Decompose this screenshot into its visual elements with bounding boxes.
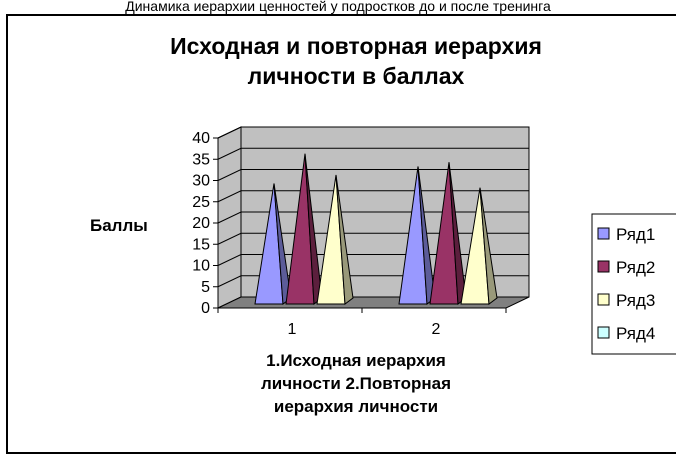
chart-y-tick-label: 35 [192, 151, 210, 168]
chart-x-tick-label: 1 [288, 321, 297, 338]
chart-cone [316, 174, 354, 305]
chart-y-axis-title: Баллы [90, 216, 148, 235]
chart-legend-item: Ряд4 [597, 324, 655, 343]
chart-x-axis-title-line: 1.Исходная иерархия [266, 351, 446, 370]
chart-legend-label: Ряд1 [616, 225, 655, 244]
chart-title-line: личности в баллах [248, 63, 465, 89]
chart-title-line: Исходная и повторная иерархия [170, 33, 542, 59]
chart-legend-item: Ряд1 [597, 225, 655, 244]
chart-cones [254, 153, 498, 305]
chart-legend-label: Ряд4 [616, 324, 655, 343]
chart-y-tick-label: 20 [192, 215, 210, 232]
chart-gridline [217, 147, 529, 160]
chart-x-tick-label: 2 [432, 321, 441, 338]
chart-x-axis-title: 1.Исходная иерархия личности 2.Повторная и… [261, 351, 451, 416]
top-caption: Динамика иерархии ценностей у подростков… [125, 0, 551, 14]
chart-legend-swatch [597, 227, 610, 240]
chart-cone-side [479, 187, 498, 305]
chart-cone [429, 162, 467, 305]
chart-gridline [217, 232, 529, 245]
chart-cone [460, 187, 498, 305]
chart-gridline [217, 254, 529, 266]
chart-legend-item: Ряд2 [597, 258, 655, 277]
chart-legend-swatch [597, 326, 610, 339]
chart-y-tick-label: 10 [192, 258, 210, 275]
chart-y-tick-label: 15 [192, 236, 210, 253]
chart-y-tick-label: 0 [201, 300, 210, 317]
chart-gridline [217, 211, 529, 224]
chart-area: Исходная и повторная иерархия личности в … [6, 14, 676, 454]
chart-legend-swatch [597, 260, 610, 273]
chart-gridline [217, 169, 529, 181]
chart-cone [254, 183, 292, 305]
chart-y-tick-label: 5 [201, 279, 210, 296]
chart-title: Исходная и повторная иерархия личности в … [170, 33, 542, 89]
chart-gridline [217, 126, 529, 139]
chart-svg: Исходная и повторная иерархия личности в … [90, 33, 676, 416]
chart-legend-item: Ряд3 [597, 291, 655, 310]
chart-gridline [217, 190, 529, 203]
chart-legend-swatch [597, 293, 610, 306]
chart-gridlines [217, 126, 529, 288]
chart-gridline [217, 275, 529, 288]
chart-x-axis-title-line: иерархия личности [274, 397, 438, 416]
chart-legend-label: Ряд3 [616, 291, 655, 310]
chart-cone [285, 153, 323, 305]
chart-legend: Ряд1 Ряд2 Ряд3 Ряд4 [591, 213, 676, 355]
chart-legend-label: Ряд2 [616, 258, 655, 277]
chart-y-axis: 0 5 10 15 20 25 30 35 40 [192, 130, 219, 317]
chart-cone [398, 166, 436, 305]
chart-x-axis-title-line: личности 2.Повторная [261, 374, 451, 393]
chart-y-tick-label: 30 [192, 173, 210, 190]
chart-y-tick-label: 25 [192, 194, 210, 211]
chart-y-axis-title-text: Баллы [90, 216, 148, 235]
chart-cone-side [335, 174, 354, 305]
chart-y-tick-label: 40 [192, 130, 210, 147]
